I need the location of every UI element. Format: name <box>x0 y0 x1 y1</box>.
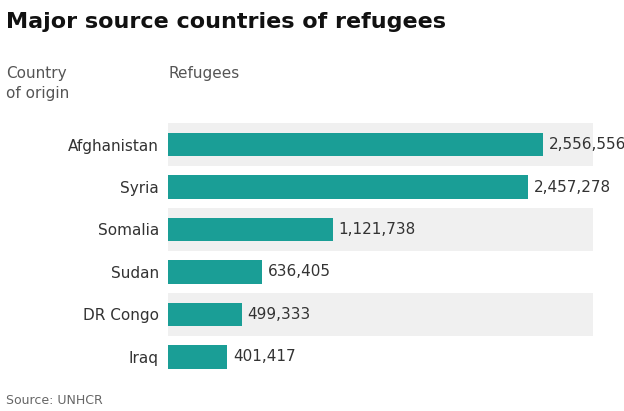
Bar <box>168 251 593 293</box>
Text: Major source countries of refugees: Major source countries of refugees <box>6 12 446 32</box>
Bar <box>168 260 261 284</box>
Text: 636,405: 636,405 <box>268 264 331 279</box>
Text: Refugees: Refugees <box>168 66 240 81</box>
Bar <box>168 218 333 241</box>
Bar <box>168 345 227 369</box>
Bar <box>168 293 593 336</box>
Text: 2,556,556: 2,556,556 <box>548 137 624 152</box>
Bar <box>168 166 593 208</box>
Text: 499,333: 499,333 <box>247 307 311 322</box>
Bar <box>168 133 542 156</box>
Text: 1,121,738: 1,121,738 <box>338 222 416 237</box>
Text: Country
of origin: Country of origin <box>6 66 69 101</box>
Bar <box>168 175 528 199</box>
Bar <box>168 208 593 251</box>
Text: Source: UNHCR: Source: UNHCR <box>6 394 103 407</box>
Text: 401,417: 401,417 <box>233 349 296 365</box>
Bar <box>168 123 593 166</box>
Bar <box>168 336 593 378</box>
Bar <box>168 303 241 326</box>
Text: 2,457,278: 2,457,278 <box>534 180 611 194</box>
